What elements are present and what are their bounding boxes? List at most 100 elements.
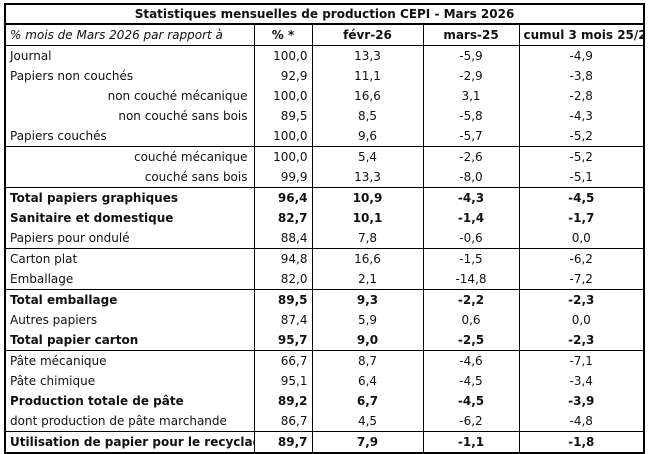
row-pct: 86,7 — [253, 411, 312, 432]
row-pct: 87,4 — [253, 310, 312, 330]
row-label: Sanitaire et domestique — [4, 208, 254, 228]
row-cum: -5,2 — [518, 126, 645, 147]
row-mar: -8,0 — [422, 167, 519, 188]
row-label: Journal — [4, 45, 254, 66]
row-label: Papiers couchés — [4, 126, 254, 147]
row-label: Carton plat — [4, 248, 254, 269]
table-row: non couché sans bois 89,5 8,5 -5,8 -4,3 — [4, 106, 645, 126]
row-feb: 10,9 — [311, 187, 423, 208]
row-mar: 3,1 — [422, 86, 519, 106]
table-row: Total papiers graphiques 96,4 10,9 -4,3 … — [4, 187, 645, 208]
row-mar: -4,6 — [422, 350, 519, 371]
row-label: couché sans bois — [4, 167, 254, 188]
row-cum: -5,2 — [518, 146, 645, 167]
table-row: dont production de pâte marchande 86,7 4… — [4, 411, 645, 432]
row-cum: -4,5 — [518, 187, 645, 208]
row-mar: -0,6 — [422, 228, 519, 249]
row-cum: -7,1 — [518, 350, 645, 371]
row-pct: 82,7 — [253, 208, 312, 228]
row-pct: 89,5 — [253, 106, 312, 126]
row-mar: -1,5 — [422, 248, 519, 269]
row-cum: -3,9 — [518, 391, 645, 411]
row-label: Autres papiers — [4, 310, 254, 330]
row-mar: -2,2 — [422, 289, 519, 310]
row-label: non couché mécanique — [4, 86, 254, 106]
row-label: Utilisation de papier pour le recyclage — [4, 431, 254, 454]
row-cum: -6,2 — [518, 248, 645, 269]
row-feb: 7,8 — [311, 228, 423, 249]
row-feb: 2,1 — [311, 269, 423, 290]
row-mar: -1,4 — [422, 208, 519, 228]
row-pct: 95,1 — [253, 371, 312, 391]
table-row: Sanitaire et domestique 82,7 10,1 -1,4 -… — [4, 208, 645, 228]
row-label: dont production de pâte marchande — [4, 411, 254, 432]
row-label: Total papier carton — [4, 330, 254, 351]
table-row: Papiers couchés 100,0 9,6 -5,7 -5,2 — [4, 126, 645, 147]
row-mar: -2,6 — [422, 146, 519, 167]
row-label: Pâte mécanique — [4, 350, 254, 371]
table-row: Autres papiers 87,4 5,9 0,6 0,0 — [4, 310, 645, 330]
row-pct: 88,4 — [253, 228, 312, 249]
row-label: Total papiers graphiques — [4, 187, 254, 208]
row-mar: -5,7 — [422, 126, 519, 147]
row-pct: 100,0 — [253, 126, 312, 147]
header-mar: mars-25 — [422, 24, 519, 46]
header-feb: févr-26 — [311, 24, 423, 46]
row-feb: 9,6 — [311, 126, 423, 147]
row-label: Pâte chimique — [4, 371, 254, 391]
row-feb: 10,1 — [311, 208, 423, 228]
row-mar: -2,9 — [422, 66, 519, 86]
header-label: % mois de Mars 2026 par rapport à — [4, 24, 254, 46]
row-pct: 100,0 — [253, 86, 312, 106]
row-feb: 5,9 — [311, 310, 423, 330]
row-pct: 66,7 — [253, 350, 312, 371]
row-feb: 13,3 — [311, 45, 423, 66]
row-mar: 0,6 — [422, 310, 519, 330]
row-feb: 9,0 — [311, 330, 423, 351]
row-cum: -2,3 — [518, 330, 645, 351]
row-cum: 0,0 — [518, 310, 645, 330]
row-cum: -1,8 — [518, 431, 645, 454]
row-feb: 16,6 — [311, 248, 423, 269]
header-cum: cumul 3 mois 25/26 — [518, 24, 645, 46]
row-mar: -14,8 — [422, 269, 519, 290]
row-pct: 96,4 — [253, 187, 312, 208]
row-cum: -2,3 — [518, 289, 645, 310]
row-label: Papiers non couchés — [4, 66, 254, 86]
table-row: Emballage 82,0 2,1 -14,8 -7,2 — [4, 269, 645, 290]
row-pct: 99,9 — [253, 167, 312, 188]
row-label: Emballage — [4, 269, 254, 290]
header-row: % mois de Mars 2026 par rapport à % * fé… — [4, 24, 645, 46]
row-feb: 7,9 — [311, 431, 423, 454]
table-row: Pâte mécanique 66,7 8,7 -4,6 -7,1 — [4, 350, 645, 371]
table-row: Pâte chimique 95,1 6,4 -4,5 -3,4 — [4, 371, 645, 391]
title-row: Statistiques mensuelles de production CE… — [4, 3, 645, 25]
row-cum: -4,3 — [518, 106, 645, 126]
row-cum: -5,1 — [518, 167, 645, 188]
row-feb: 6,7 — [311, 391, 423, 411]
row-feb: 9,3 — [311, 289, 423, 310]
table-row: Total emballage 89,5 9,3 -2,2 -2,3 — [4, 289, 645, 310]
row-pct: 82,0 — [253, 269, 312, 290]
row-mar: -1,1 — [422, 431, 519, 454]
table-title: Statistiques mensuelles de production CE… — [4, 3, 645, 25]
row-cum: -1,7 — [518, 208, 645, 228]
row-feb: 4,5 — [311, 411, 423, 432]
row-feb: 8,5 — [311, 106, 423, 126]
row-cum: -3,8 — [518, 66, 645, 86]
row-cum: -4,8 — [518, 411, 645, 432]
cepi-statistics-sheet: Statistiques mensuelles de production CE… — [4, 3, 645, 454]
row-mar: -5,9 — [422, 45, 519, 66]
row-feb: 8,7 — [311, 350, 423, 371]
row-mar: -6,2 — [422, 411, 519, 432]
table-row: Total papier carton 95,7 9,0 -2,5 -2,3 — [4, 330, 645, 351]
table-row: Papiers non couchés 92,9 11,1 -2,9 -3,8 — [4, 66, 645, 86]
table-row: couché sans bois 99,9 13,3 -8,0 -5,1 — [4, 167, 645, 188]
table-row: couché mécanique 100,0 5,4 -2,6 -5,2 — [4, 146, 645, 167]
table-row: Production totale de pâte 89,2 6,7 -4,5 … — [4, 391, 645, 411]
row-feb: 13,3 — [311, 167, 423, 188]
row-pct: 94,8 — [253, 248, 312, 269]
row-cum: -7,2 — [518, 269, 645, 290]
row-feb: 5,4 — [311, 146, 423, 167]
row-feb: 11,1 — [311, 66, 423, 86]
